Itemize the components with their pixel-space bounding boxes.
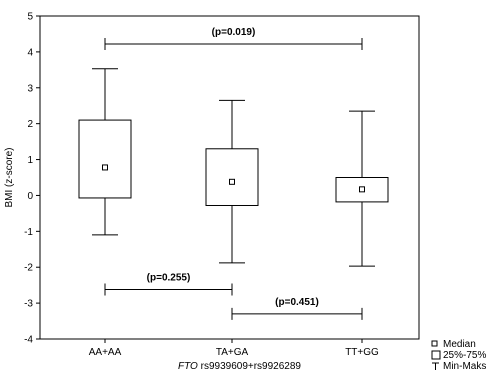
legend-median-symbol bbox=[431, 340, 438, 347]
plot-frame bbox=[39, 15, 420, 340]
x-axis-title-gene: FTO bbox=[178, 361, 198, 372]
box-3 bbox=[335, 110, 389, 267]
annotation-3: (p=0.451) bbox=[231, 297, 363, 320]
iqr-box bbox=[205, 148, 259, 206]
x-category-label: AA+AA bbox=[89, 347, 122, 358]
y-axis: -4 -3 -2 -1 0 1 2 3 4 5 bbox=[24, 12, 40, 346]
y-tick-label: 4 bbox=[27, 47, 33, 58]
y-tick-label: 0 bbox=[27, 191, 33, 202]
y-tick-label: 3 bbox=[27, 83, 33, 94]
legend-label: 25%-75% bbox=[443, 350, 486, 361]
legend-entry-3: Min-Maks bbox=[432, 361, 486, 372]
legend-label: Min-Maks bbox=[443, 361, 486, 372]
annotation-label: (p=0.451) bbox=[275, 297, 319, 308]
iqr-box bbox=[335, 177, 389, 203]
legend-entry-2: 25%-75% bbox=[431, 350, 486, 361]
legend-entry-1: Median bbox=[431, 339, 476, 350]
annotation-2: (p=0.255) bbox=[104, 272, 233, 296]
x-category-label: TA+GA bbox=[216, 347, 249, 358]
legend-label: Median bbox=[443, 339, 476, 350]
significance-annotations: (p=0.019) (p=0.255) (p=0.451) bbox=[104, 27, 363, 320]
legend-box-symbol bbox=[431, 350, 441, 360]
y-axis-title: BMI (z-score) bbox=[4, 148, 15, 208]
median-marker bbox=[359, 186, 365, 193]
x-axis-title-snps: rs9939609+rs9926289 bbox=[198, 361, 302, 372]
box-1 bbox=[78, 68, 132, 236]
y-tick-label: -2 bbox=[24, 263, 33, 274]
iqr-box bbox=[78, 119, 132, 199]
box-2 bbox=[205, 99, 259, 264]
x-axis-title: FTO rs9939609+rs9926289 bbox=[178, 361, 301, 372]
y-tick-label: 5 bbox=[27, 12, 33, 23]
annotation-1: (p=0.019) bbox=[104, 27, 363, 50]
median-marker bbox=[229, 178, 235, 185]
x-category-label: TT+GG bbox=[345, 347, 379, 358]
y-tick-label: 2 bbox=[27, 119, 33, 130]
y-tick-label: -4 bbox=[24, 335, 33, 346]
annotation-label: (p=0.255) bbox=[147, 272, 191, 283]
y-tick-label: 1 bbox=[27, 155, 33, 166]
x-axis: AA+AA TA+GA TT+GG bbox=[89, 339, 379, 358]
y-tick-label: -1 bbox=[24, 227, 33, 238]
annotation-label: (p=0.019) bbox=[212, 27, 256, 38]
boxes bbox=[78, 68, 389, 267]
median-marker bbox=[102, 164, 108, 171]
y-tick-label: -3 bbox=[24, 299, 33, 310]
